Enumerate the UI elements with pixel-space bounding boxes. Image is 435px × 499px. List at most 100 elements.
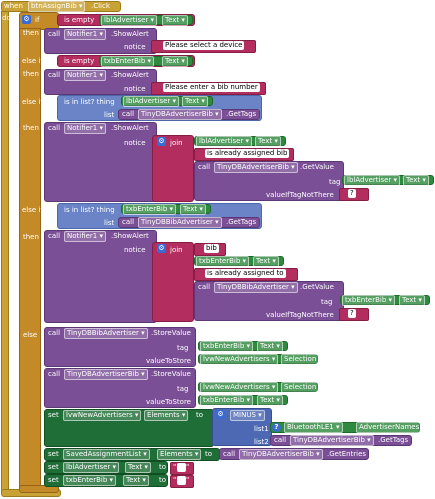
text-prop-dropdown-3[interactable]: Text ▾ bbox=[182, 96, 208, 107]
lvw-dropdown-1[interactable]: lvwNewAdvertisers ▾ bbox=[200, 354, 279, 365]
getvalue-label-1: .GetValue bbox=[300, 163, 334, 171]
elements-prop-dropdown-1[interactable]: Elements ▾ bbox=[144, 410, 189, 421]
call-label-6: call bbox=[122, 218, 135, 226]
advertisernames-prop-dropdown[interactable]: AdvertiserNames ▾ bbox=[356, 422, 428, 433]
lbladvertiser-dropdown-3[interactable]: lblAdvertiser ▾ bbox=[196, 136, 253, 147]
text-literal-empty-1-value[interactable] bbox=[177, 463, 186, 472]
db-adv-bib-dropdown-1[interactable]: TinyDBAdvertiserBib ▾ bbox=[138, 109, 222, 120]
txbenterbib-dropdown-5[interactable]: txbEnterBib ▾ bbox=[200, 341, 254, 352]
text-prop-dropdown-12[interactable]: Text ▾ bbox=[123, 475, 149, 486]
text-prop-dropdown-9[interactable]: Text ▾ bbox=[257, 341, 283, 352]
db-adv-bib-dropdown-5[interactable]: TinyDBAdvertiserBib ▾ bbox=[239, 449, 323, 460]
txbenterbib-dropdown-2[interactable]: txbEnterBib ▾ bbox=[123, 204, 177, 215]
list1-label: list1 bbox=[254, 425, 269, 433]
db-bib-adv-dropdown-1[interactable]: TinyDBBibAdvertiser ▾ bbox=[138, 217, 222, 228]
db-bib-adv-getvalue-block-2[interactable] bbox=[194, 281, 344, 321]
text-literal-empty-2-value[interactable] bbox=[177, 476, 186, 485]
set-label-1: set bbox=[48, 411, 59, 419]
lbladvertiser-dropdown-5[interactable]: lblAdvertiser ▾ bbox=[63, 462, 120, 473]
text-prop-dropdown-11[interactable]: Text ▾ bbox=[125, 462, 151, 473]
text-literal-question-2-value[interactable]: ? bbox=[348, 309, 356, 318]
then-label-3: then bbox=[23, 124, 39, 132]
text-literal-select-device-value[interactable]: Please select a device bbox=[163, 41, 245, 50]
txbenterbib-dropdown-3[interactable]: txbEnterBib ▾ bbox=[196, 256, 250, 267]
db-adv-bib-storevalue-block[interactable] bbox=[44, 368, 196, 408]
to-label-4: to bbox=[159, 476, 167, 484]
text-literal-bib-value[interactable]: bib bbox=[204, 244, 219, 253]
storevalue-label-1: .StoreValue bbox=[151, 329, 191, 337]
lvw-dropdown-3[interactable]: lvwNewAdvertisers ▾ bbox=[63, 410, 142, 421]
set-lvw-elements-block[interactable] bbox=[44, 409, 214, 447]
lbladvertiser-dropdown-2[interactable]: lblAdvertiser ▾ bbox=[123, 96, 180, 107]
db-adv-bib-dropdown-2[interactable]: TinyDBAdvertiserBib ▾ bbox=[214, 162, 298, 173]
text-literal-question-1-value[interactable]: ? bbox=[348, 189, 356, 198]
notifier-showalert-block-3[interactable] bbox=[44, 122, 157, 202]
then-label-4: then bbox=[23, 233, 39, 241]
notice-label-2: notice bbox=[124, 85, 146, 93]
lbladvertiser-dropdown-1[interactable]: lblAdvertiser ▾ bbox=[101, 15, 158, 26]
notifier-dropdown-1[interactable]: Notifier1 ▾ bbox=[64, 29, 106, 40]
elements-prop-dropdown-2[interactable]: Elements ▾ bbox=[157, 449, 202, 460]
call-label-9: call bbox=[48, 329, 61, 337]
join-mutator-gear-icon-1[interactable]: ⚙ bbox=[157, 137, 166, 146]
saved-list-dropdown[interactable]: SavedAssignmentList ▾ bbox=[63, 449, 150, 460]
ble-advertisernames-getter[interactable] bbox=[270, 422, 420, 433]
txbenterbib-dropdown-1[interactable]: txbEnterBib ▾ bbox=[101, 56, 155, 67]
notifier-showalert-block-2[interactable] bbox=[44, 69, 157, 95]
db-adv-bib-dropdown-4[interactable]: TinyDBAdvertiserBib ▾ bbox=[290, 435, 374, 446]
text-prop-dropdown-7[interactable]: Text ▾ bbox=[253, 256, 279, 267]
notifier-showalert-block-4[interactable] bbox=[44, 230, 157, 323]
selection-prop-dropdown-2[interactable]: Selection ▾ bbox=[281, 382, 325, 393]
call-label-5: call bbox=[198, 163, 211, 171]
call-label-8: call bbox=[198, 283, 211, 291]
text-literal-already-to-value[interactable]: is already assigned to bbox=[205, 269, 286, 278]
tag-label-2: tag bbox=[321, 298, 333, 306]
text-prop-dropdown-2[interactable]: Text ▾ bbox=[162, 56, 188, 67]
text-literal-already-bib-value[interactable]: is already assigned bib bbox=[205, 149, 290, 158]
txbenterbib-dropdown-4[interactable]: txbEnterBib ▾ bbox=[342, 295, 396, 306]
if-mutator-gear-icon[interactable]: ⚙ bbox=[22, 15, 31, 24]
join-mutator-gear-icon-2[interactable]: ⚙ bbox=[157, 244, 166, 253]
text-prop-dropdown-1[interactable]: Text ▾ bbox=[162, 15, 188, 26]
ble-dropdown[interactable]: BluetoothLE1 ▾ bbox=[284, 422, 343, 433]
join-block-2[interactable] bbox=[152, 242, 194, 322]
notifier-dropdown-4[interactable]: Notifier1 ▾ bbox=[64, 231, 106, 242]
notifier-dropdown-2[interactable]: Notifier1 ▾ bbox=[64, 70, 106, 81]
text-prop-dropdown-6[interactable]: Text ▾ bbox=[180, 204, 206, 215]
set-txbenterbib-text-block[interactable] bbox=[44, 474, 168, 487]
notice-label-4: notice bbox=[124, 246, 146, 254]
lvw-dropdown-2[interactable]: lvwNewAdvertisers ▾ bbox=[200, 382, 279, 393]
db-bib-adv-dropdown-3[interactable]: TinyDBBibAdvertiser ▾ bbox=[64, 328, 148, 339]
minus-op-dropdown[interactable]: MINUS ▾ bbox=[230, 410, 265, 421]
db-adv-bib-dropdown-3[interactable]: TinyDBAdvertiserBib ▾ bbox=[64, 369, 148, 380]
valuetostore-label-1: valueToStore bbox=[146, 357, 191, 365]
close-quote-1: " bbox=[186, 463, 190, 471]
help-icon: ? bbox=[272, 423, 281, 432]
text-prop-dropdown-8[interactable]: Text ▾ bbox=[399, 295, 425, 306]
storevalue-label-2: .StoreValue bbox=[151, 370, 191, 378]
minus-mutator-gear-icon[interactable]: ⚙ bbox=[216, 410, 225, 419]
text-literal-enter-bib-value[interactable]: Please enter a bib number bbox=[163, 83, 260, 92]
text-prop-dropdown-10[interactable]: Text ▾ bbox=[257, 395, 283, 406]
is-empty-label-1: is empty bbox=[64, 16, 95, 24]
db-bib-adv-storevalue-block[interactable] bbox=[44, 327, 196, 367]
close-quote-2: " bbox=[186, 476, 190, 484]
notifier-dropdown-3[interactable]: Notifier1 ▾ bbox=[64, 123, 106, 134]
txbenterbib-dropdown-6[interactable]: txbEnterBib ▾ bbox=[200, 395, 254, 406]
text-prop-dropdown-5[interactable]: Text ▾ bbox=[403, 175, 429, 186]
text-prop-dropdown-4[interactable]: Text ▾ bbox=[255, 136, 281, 147]
notifier-showalert-block-1[interactable] bbox=[44, 28, 157, 54]
showalert-label-2: .ShowAlert bbox=[111, 71, 149, 79]
join-label-2: join bbox=[170, 246, 183, 254]
event-component-dropdown[interactable]: btnAssignBib ▾ bbox=[28, 1, 86, 12]
db-bib-adv-dropdown-2[interactable]: TinyDBBibAdvertiser ▾ bbox=[214, 282, 298, 293]
call-label-12: call bbox=[223, 450, 236, 458]
txbenterbib-dropdown-7[interactable]: txbEnterBib ▾ bbox=[63, 475, 117, 486]
set-label-2: set bbox=[48, 450, 59, 458]
db-bib-adv-getvalue-block[interactable] bbox=[194, 161, 344, 201]
set-lbladvertiser-text-block[interactable] bbox=[44, 461, 168, 474]
gettags-label-2: .GetTags bbox=[226, 218, 257, 226]
selection-prop-dropdown-1[interactable]: Selection ▾ bbox=[281, 354, 325, 365]
join-block-1[interactable] bbox=[152, 135, 194, 202]
lbladvertiser-dropdown-4[interactable]: lblAdvertiser ▾ bbox=[344, 175, 401, 186]
